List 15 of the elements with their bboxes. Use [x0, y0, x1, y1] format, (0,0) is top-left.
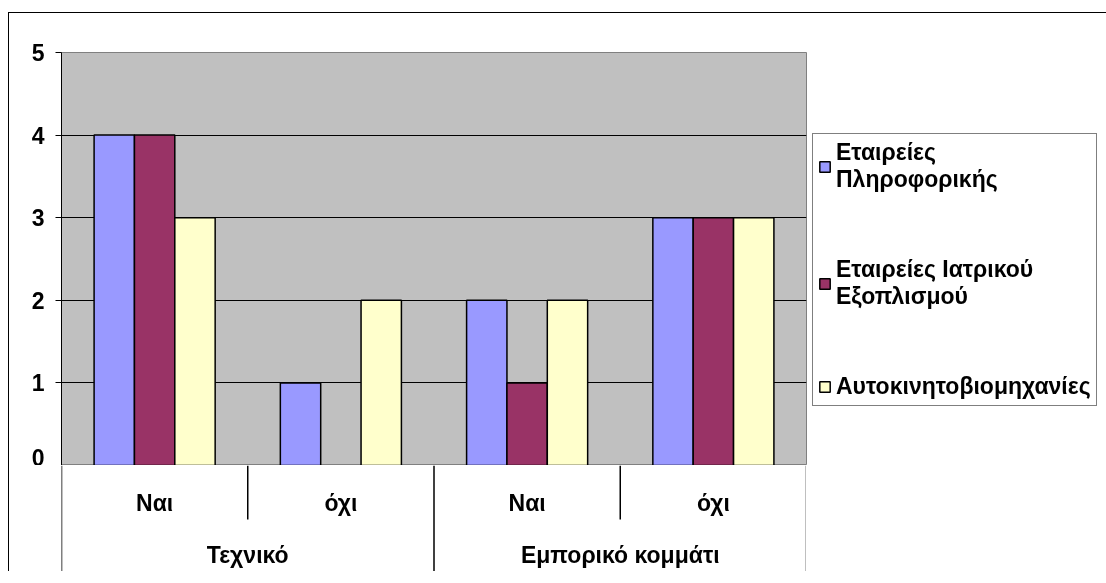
legend-label: Αυτοκινητοβιομηχανίες — [836, 373, 1091, 400]
y-tick-label: 4 — [31, 122, 45, 149]
x-tick-label: Ναι — [508, 489, 546, 516]
legend-label: Εταιρείες Ιατρικού Εξοπλισμού — [836, 256, 1034, 310]
y-tick-label: 1 — [31, 370, 45, 397]
text: Τεχνικό — [206, 541, 289, 568]
x-tick-label: όχι — [696, 489, 730, 516]
legend-label: Εταιρείες Πληροφορικής — [836, 139, 998, 193]
y-tick-label: 0 — [31, 444, 45, 471]
y-tick-label: 2 — [31, 287, 45, 314]
x-tick-label: όχι — [324, 489, 358, 516]
y-tick-label: 3 — [31, 205, 45, 232]
text: Εμπορικό κομμάτι — [520, 541, 720, 568]
y-tick-label: 5 — [31, 40, 45, 66]
x-tick-label: Ναι — [136, 489, 174, 516]
